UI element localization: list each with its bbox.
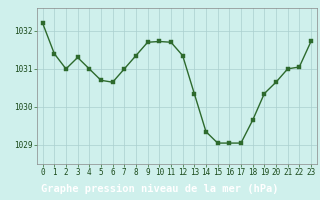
Text: Graphe pression niveau de la mer (hPa): Graphe pression niveau de la mer (hPa): [41, 183, 279, 194]
